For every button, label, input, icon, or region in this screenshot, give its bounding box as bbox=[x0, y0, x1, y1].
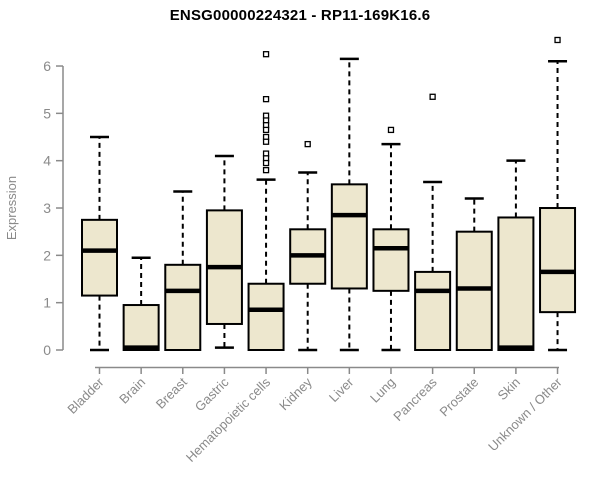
iqr-box bbox=[414, 270, 452, 351]
y-tick-label: 2 bbox=[43, 247, 51, 263]
y-axis-title: Expression bbox=[4, 176, 19, 240]
boxplot-liver bbox=[330, 57, 368, 352]
x-tick-label: Prostate bbox=[437, 375, 482, 420]
boxplot-lung bbox=[372, 126, 410, 352]
outlier-point bbox=[262, 159, 270, 167]
iqr-box bbox=[497, 216, 535, 351]
iqr-box bbox=[122, 304, 160, 351]
y-tick-label: 0 bbox=[43, 342, 51, 358]
outlier-point bbox=[429, 93, 436, 100]
iqr-box bbox=[372, 228, 410, 292]
boxplot-unknown-other bbox=[539, 36, 577, 352]
outlier-point bbox=[304, 140, 311, 148]
x-tick-label: Liver bbox=[326, 374, 357, 405]
iqr-box bbox=[330, 183, 368, 290]
y-axis: 0 1 2 3 4 5 6 Expression bbox=[4, 58, 64, 358]
y-tick-label: 6 bbox=[43, 58, 51, 74]
y-tick-label: 3 bbox=[43, 200, 51, 216]
outlier-point bbox=[554, 36, 561, 44]
x-tick-label: Gastric bbox=[192, 374, 232, 414]
x-tick-label: Skin bbox=[495, 375, 523, 403]
x-tick-label: Unknown / Other bbox=[485, 374, 565, 454]
iqr-box bbox=[539, 207, 577, 314]
outlier-point bbox=[262, 126, 270, 134]
outlier-point bbox=[262, 51, 270, 58]
boxplot-brain bbox=[122, 256, 160, 351]
outlier-point bbox=[262, 96, 270, 103]
outlier-point bbox=[387, 126, 395, 134]
boxplot-gastric bbox=[205, 154, 243, 349]
iqr-box bbox=[81, 218, 118, 297]
boxplot-bladder bbox=[81, 135, 118, 352]
outlier-point bbox=[262, 166, 270, 174]
boxplot-prostate bbox=[455, 197, 493, 351]
boxplot-kidney bbox=[289, 140, 327, 352]
iqr-box bbox=[247, 282, 285, 352]
iqr-box bbox=[455, 230, 493, 351]
x-tick-label: Brain bbox=[116, 375, 148, 407]
y-tick-label: 1 bbox=[43, 295, 51, 311]
y-tick-label: 4 bbox=[43, 153, 51, 169]
x-tick-label: Pancreas bbox=[390, 374, 440, 424]
x-tick-label: Bladder bbox=[64, 374, 107, 417]
boxplot-hematopoietic-cells bbox=[247, 51, 285, 352]
chart-title: ENSG00000224321 - RP11-169K16.6 bbox=[169, 7, 431, 24]
boxplot-skin bbox=[497, 159, 535, 351]
x-tick-label: Breast bbox=[153, 374, 190, 411]
boxplot-pancreas bbox=[414, 93, 452, 351]
outlier-point bbox=[262, 138, 270, 145]
x-tick-label: Lung bbox=[367, 375, 398, 406]
iqr-box bbox=[164, 263, 202, 351]
y-tick-label: 5 bbox=[43, 105, 51, 121]
boxplot-breast bbox=[164, 190, 202, 351]
x-tick-label: Kidney bbox=[276, 374, 315, 413]
